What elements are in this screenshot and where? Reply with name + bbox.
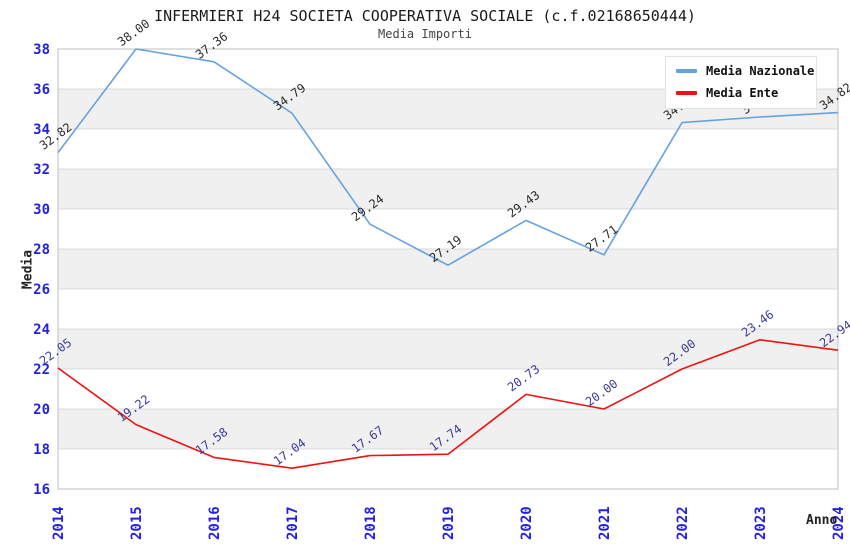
y-tick-label: 26	[33, 282, 50, 298]
y-tick-label: 38	[33, 42, 50, 58]
legend-label: Media Nazionale	[706, 64, 815, 78]
x-tick-label: 2020	[519, 506, 535, 540]
y-axis-title: Media	[20, 249, 36, 290]
legend-label: Media Ente	[706, 86, 779, 100]
value-label: 37.36	[193, 29, 230, 62]
grid-band	[58, 249, 838, 289]
plot-border	[57, 48, 839, 490]
y-tick-label: 34	[33, 122, 50, 138]
x-tick-label: 2019	[441, 506, 457, 540]
legend-item: Media Ente	[666, 84, 816, 102]
series-line	[57, 48, 839, 267]
y-tick-label: 22	[33, 362, 50, 378]
y-tick-label: 30	[33, 202, 50, 218]
x-tick-label: 2017	[285, 506, 301, 540]
grid-band	[58, 329, 838, 369]
x-tick-label: 2024	[831, 506, 847, 540]
y-tick-label: 28	[33, 242, 50, 258]
value-label: 38.00	[115, 16, 152, 49]
legend-item: Media Nazionale	[666, 62, 816, 80]
y-tick-label: 24	[33, 322, 50, 338]
x-tick-label: 2022	[675, 506, 691, 540]
legend: Media Nazionale Media Ente	[665, 56, 817, 109]
y-tick-label: 36	[33, 82, 50, 98]
legend-line-swatch	[676, 69, 697, 73]
y-tick-label: 16	[33, 482, 50, 498]
y-tick-label: 20	[33, 402, 50, 418]
grid-band	[58, 409, 838, 449]
x-axis-title: Anno	[806, 513, 838, 528]
x-tick-label: 2021	[597, 506, 613, 540]
chart-title: INFERMIERI H24 SOCIETA COOPERATIVA SOCIA…	[154, 7, 696, 25]
grid-band	[58, 169, 838, 209]
y-tick-label: 18	[33, 442, 50, 458]
x-tick-label: 2015	[129, 506, 145, 540]
x-tick-label: 2018	[363, 506, 379, 540]
legend-line-swatch	[676, 91, 697, 95]
series-line	[57, 338, 839, 470]
x-tick-label: 2023	[753, 506, 769, 540]
chart-subtitle: Media Importi	[378, 27, 472, 41]
x-tick-label: 2016	[207, 506, 223, 540]
y-tick-label: 32	[33, 162, 50, 178]
x-tick-label: 2014	[51, 506, 67, 540]
